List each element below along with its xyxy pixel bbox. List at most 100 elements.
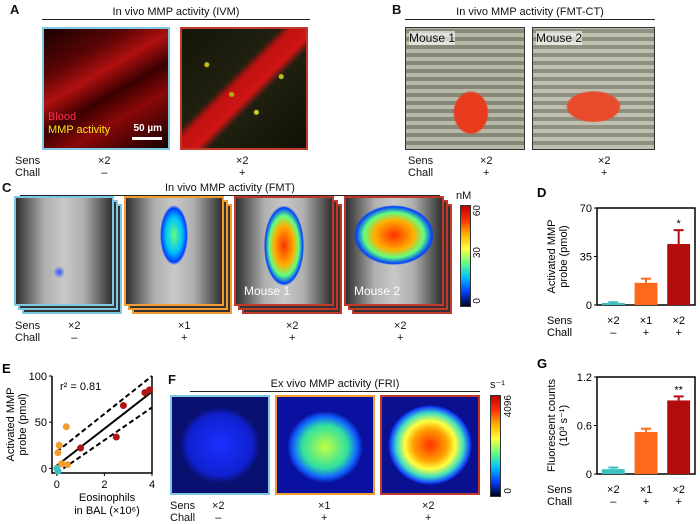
panel-f-title: Ex vivo MMP activity (FRI) (190, 378, 480, 392)
panel-c-title: In vivo MMP activity (FMT) (20, 182, 440, 196)
data-point (55, 441, 63, 449)
cond-a-2: ×2 + (236, 155, 249, 179)
cond-c-4: ×2 + (394, 320, 407, 344)
sens-label: Sens (408, 155, 434, 167)
y-axis-label-line1: Activated MMP (546, 220, 558, 294)
fmt-image-3: Mouse 1 (234, 196, 334, 306)
chall-value: + (675, 327, 681, 339)
chall-label: Chall (15, 332, 41, 344)
data-point (62, 423, 70, 431)
bar (601, 469, 625, 474)
x-tick-label: 0 (54, 479, 60, 491)
y-tick-label: 0 (586, 300, 592, 312)
cond-c-2: ×1 + (178, 320, 191, 344)
sens-value: ×2 (672, 315, 685, 327)
cond-a-1: ×2– (98, 155, 111, 179)
y-axis-label-line1: Fluorescent counts (546, 379, 558, 472)
cond-c-1: ×2– (68, 320, 81, 344)
mouse1-label: Mouse 1 (409, 31, 456, 45)
chall-value: + (643, 496, 649, 508)
panel-a-title: In vivo MMP activity (IVM) (42, 6, 310, 20)
sens-label: Sens (15, 155, 41, 167)
data-point (77, 444, 85, 452)
chall-value: + (289, 332, 296, 344)
colorbar-c-unit: nM (456, 190, 472, 202)
mouse-label: Mouse 2 (354, 284, 401, 298)
panel-b-title: In vivo MMP activity (FMT-CT) (405, 6, 655, 20)
sens-value: ×2 (672, 484, 685, 496)
chall-value: – (610, 327, 617, 339)
sens-value: ×2 (236, 155, 249, 167)
chall-value: + (601, 167, 608, 179)
mouse2-label: Mouse 2 (536, 31, 583, 45)
chall-value: + (425, 512, 432, 524)
sens-label: Sens (170, 500, 196, 512)
confidence-band-upper (56, 375, 153, 453)
fmt-image-2 (124, 196, 224, 306)
cond-b-1: ×2 + (480, 155, 493, 179)
x-axis-label-line1: Eosinophils (79, 492, 136, 504)
chall-label: Chall (547, 327, 572, 339)
y-tick-label: 35 (580, 252, 592, 264)
row-labels-b: Sens Chall (408, 155, 433, 179)
panel-label-a: A (10, 2, 20, 17)
sens-value: ×2 (480, 155, 493, 167)
sens-value: ×1 (640, 484, 653, 496)
chall-value: + (321, 512, 328, 524)
cond-f-1: ×2– (212, 500, 225, 524)
chall-value: + (643, 327, 649, 339)
fmt-ct-mouse2: Mouse 2 (532, 27, 655, 150)
sens-value: ×2 (422, 500, 435, 512)
panel-label: D (537, 185, 546, 200)
confidence-band-lower (56, 406, 153, 474)
y-tick-label: 50 (35, 417, 47, 429)
data-point (63, 461, 71, 469)
chall-value: + (483, 167, 490, 179)
chall-label: Chall (170, 512, 196, 524)
y-tick-label: 0 (586, 469, 592, 481)
fmt-ct-mouse1: Mouse 1 (405, 27, 525, 150)
colorbar-c (460, 205, 471, 307)
legend-mmp-activity: MMP activity (48, 124, 111, 136)
y-tick-label: 1.2 (577, 372, 592, 384)
panel-label-b: B (392, 2, 402, 17)
sens-value: ×1 (318, 500, 331, 512)
fri-image-control (170, 395, 270, 495)
y-tick-label: 0.6 (577, 421, 592, 433)
sens-value: ×2 (607, 484, 620, 496)
sens-label: Sens (547, 315, 573, 327)
chall-label: Chall (547, 496, 572, 508)
data-point (112, 433, 120, 441)
panel-label: E (2, 361, 11, 376)
data-point (54, 449, 62, 457)
row-labels-c: Sens Chall (15, 320, 40, 344)
bar (667, 244, 691, 305)
colorbar-f (490, 395, 501, 497)
chall-value: + (181, 332, 188, 344)
y-tick-label: 0 (41, 463, 47, 475)
bar (634, 431, 658, 474)
data-point (58, 460, 66, 468)
y-axis-label-line2: probe (pmol) (17, 393, 29, 455)
sens-value: ×2 (68, 320, 81, 332)
sens-value: ×2 (98, 155, 111, 167)
y-axis-label-line2: (10³ s⁻¹) (558, 405, 570, 446)
chall-value: – (101, 167, 108, 179)
regression-line (56, 390, 153, 467)
data-point (54, 467, 62, 475)
legend-blood: Blood (48, 111, 77, 123)
sens-value: ×1 (640, 315, 653, 327)
panel-label-f: F (168, 372, 176, 387)
panel-label: G (537, 356, 547, 371)
fri-image-sens2 (380, 395, 480, 495)
sens-value: ×1 (178, 320, 191, 332)
x-tick-label: 4 (149, 479, 155, 491)
sens-value: ×2 (286, 320, 299, 332)
sens-value: ×2 (607, 315, 620, 327)
sens-label: Sens (15, 320, 41, 332)
significance-marker: ** (674, 384, 683, 396)
chall-value: + (397, 332, 404, 344)
mouse-label: Mouse 1 (244, 284, 291, 298)
